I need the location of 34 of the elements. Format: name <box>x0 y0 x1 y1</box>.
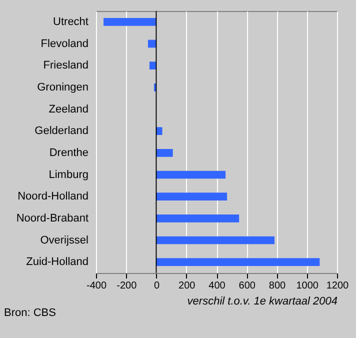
y-tick-label: Flevoland <box>40 38 88 50</box>
y-tick-label: Zeeland <box>48 103 88 116</box>
y-tick-label: Noord-Brabant <box>16 212 88 224</box>
x-tick-label: -200 <box>116 280 138 292</box>
x-tick-label: 200 <box>178 280 196 292</box>
bar <box>148 40 156 48</box>
x-axis-title: verschil t.o.v. 1e kwartaal 2004 <box>187 296 338 308</box>
bar <box>156 170 226 179</box>
y-tick-label: Zuid-Holland <box>26 256 88 268</box>
y-tick-label: Noord-Holland <box>18 190 88 203</box>
text: Bron: CBS <box>4 307 56 319</box>
y-tick-label: Gelderland <box>34 125 88 138</box>
y-tick-label: Groningen <box>37 81 88 94</box>
x-tick-label: 1000 <box>296 280 319 292</box>
x-tick-label: 600 <box>238 280 256 292</box>
bar <box>104 18 156 26</box>
bar <box>156 127 162 136</box>
bar <box>156 258 320 266</box>
bar <box>156 236 274 244</box>
bar <box>156 148 173 157</box>
bar <box>154 83 156 92</box>
bar <box>149 62 156 70</box>
bar <box>156 192 228 201</box>
y-tick-label: Overijssel <box>40 234 88 246</box>
bar <box>156 214 240 222</box>
x-tick-label: 400 <box>208 280 226 292</box>
x-tick-label: 0 <box>154 280 160 292</box>
y-tick-label: Friesland <box>43 60 88 72</box>
x-tick-label: 800 <box>268 280 286 292</box>
y-tick-label: Utrecht <box>53 16 88 28</box>
x-tick-label: 1200 <box>326 280 350 292</box>
y-tick-label: Limburg <box>48 168 88 181</box>
x-tick-label: -400 <box>86 280 107 292</box>
y-tick-label: Drenthe <box>49 146 88 159</box>
